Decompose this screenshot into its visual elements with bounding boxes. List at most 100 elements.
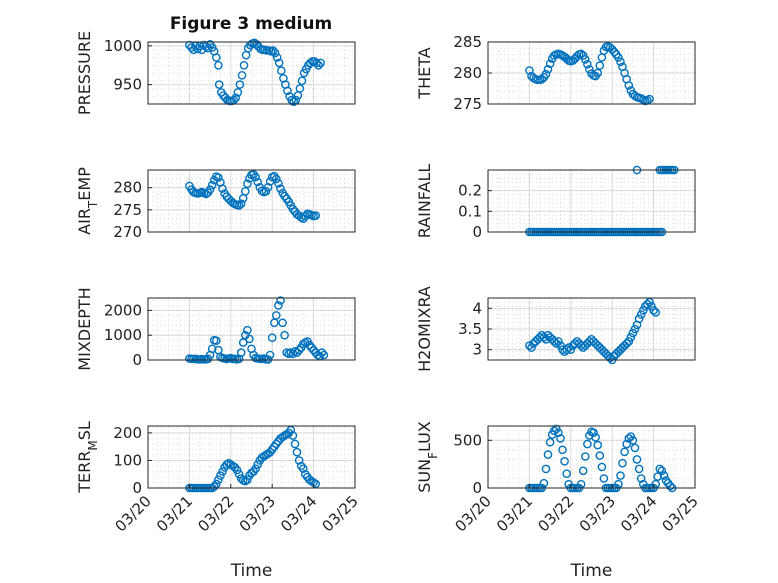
- data-point: [280, 330, 289, 340]
- y-tick-label: 4: [472, 299, 482, 317]
- data-point: [232, 465, 242, 475]
- data-point: [558, 445, 567, 455]
- data-point: [289, 97, 299, 106]
- y-tick-label: 0: [472, 223, 482, 241]
- data-point: [211, 336, 221, 346]
- data-point: [630, 443, 640, 453]
- data-point: [271, 174, 281, 184]
- y-tick-label: 3: [472, 341, 482, 359]
- data-point: [665, 481, 675, 491]
- data-point: [651, 308, 661, 317]
- data-point: [607, 45, 617, 54]
- axes-box: [147, 425, 356, 489]
- subplot-6: 3 3.5 4 H2OMIXRA: [415, 286, 696, 372]
- data-point: [239, 61, 249, 70]
- y-tick-label: 0.1: [458, 202, 482, 220]
- data-point: [276, 66, 286, 75]
- data-point: [292, 348, 302, 357]
- data-point: [539, 332, 549, 342]
- data-point: [649, 306, 658, 315]
- data-point: [234, 469, 244, 479]
- axes-box: [147, 41, 356, 105]
- data-point: [539, 478, 549, 488]
- figure-title: Figure 3 medium: [170, 14, 332, 34]
- data-point: [634, 464, 644, 474]
- data-point: [549, 426, 559, 436]
- data-point: [610, 47, 619, 57]
- data-point: [270, 48, 280, 58]
- data-point: [236, 199, 246, 208]
- data-point: [554, 337, 563, 346]
- y-tick-label: 0: [132, 351, 142, 369]
- x-tick-label: 03/20: [112, 492, 155, 535]
- data-point: [218, 91, 228, 100]
- data-point: [297, 76, 307, 86]
- data-point: [614, 53, 623, 62]
- data-point: [562, 469, 572, 479]
- data-point: [560, 456, 569, 466]
- data-point: [283, 86, 292, 96]
- data-point: [240, 186, 250, 196]
- y-axis-label: PRESSURE: [75, 31, 94, 115]
- data-point: [624, 337, 634, 346]
- x-tick-label: 03/22: [534, 492, 577, 535]
- x-tick-label: 03/23: [576, 492, 619, 535]
- data-point: [274, 301, 283, 310]
- data-point: [647, 301, 656, 311]
- axes-box: [487, 425, 696, 489]
- data-point: [636, 310, 646, 319]
- data-point: [251, 172, 260, 182]
- data-point: [201, 42, 211, 51]
- data-point: [616, 471, 625, 480]
- data-point: [251, 464, 260, 474]
- x-axis-label: Time: [230, 561, 273, 581]
- x-tick-label: 03/22: [194, 492, 237, 535]
- data-point: [639, 306, 648, 315]
- subplot-2: 275 280 285 THETA: [415, 33, 696, 113]
- data-point: [288, 349, 298, 359]
- y-tick-label: 500: [453, 431, 482, 449]
- data-point: [240, 476, 250, 486]
- y-tick-label: 285: [453, 33, 482, 51]
- data-point: [659, 471, 669, 480]
- y-tick-label: 950: [113, 76, 142, 94]
- data-point: [295, 84, 305, 93]
- data-point: [294, 456, 304, 465]
- data-point: [595, 61, 605, 70]
- data-point: [288, 431, 298, 440]
- y-tick-label: 280: [113, 179, 142, 197]
- data-point: [288, 204, 298, 214]
- x-tick-label: 03/20: [452, 492, 495, 535]
- data-point: [541, 334, 551, 344]
- x-tick-label: 03/25: [659, 492, 702, 535]
- data-point: [263, 182, 273, 192]
- data-point: [243, 475, 252, 485]
- data-point: [634, 314, 644, 324]
- y-tick-label: 3.5: [458, 320, 482, 338]
- subplot-1: 950 1000 PRESSURE: [75, 31, 356, 115]
- y-tick-label: 280: [453, 64, 482, 82]
- data-point: [578, 466, 588, 476]
- x-tick-label: 03/21: [153, 492, 196, 535]
- data-point: [645, 94, 654, 104]
- y-tick-label: 2000: [104, 301, 142, 319]
- data-point: [235, 80, 245, 89]
- data-point: [655, 464, 665, 474]
- data-point: [317, 348, 327, 357]
- data-point: [290, 439, 300, 449]
- data-point: [630, 324, 640, 334]
- data-point: [605, 353, 615, 363]
- data-point: [205, 185, 215, 194]
- y-tick-label: 200: [113, 424, 142, 442]
- data-point: [222, 460, 231, 469]
- data-point: [265, 350, 275, 360]
- data-point: [245, 334, 254, 344]
- data-point: [581, 55, 590, 64]
- data-point: [253, 460, 263, 469]
- data-point: [292, 447, 302, 457]
- data-point: [231, 93, 241, 103]
- data-point: [233, 88, 243, 97]
- data-point: [271, 311, 281, 320]
- x-tick-label: 03/24: [617, 492, 660, 535]
- data-point: [620, 447, 629, 457]
